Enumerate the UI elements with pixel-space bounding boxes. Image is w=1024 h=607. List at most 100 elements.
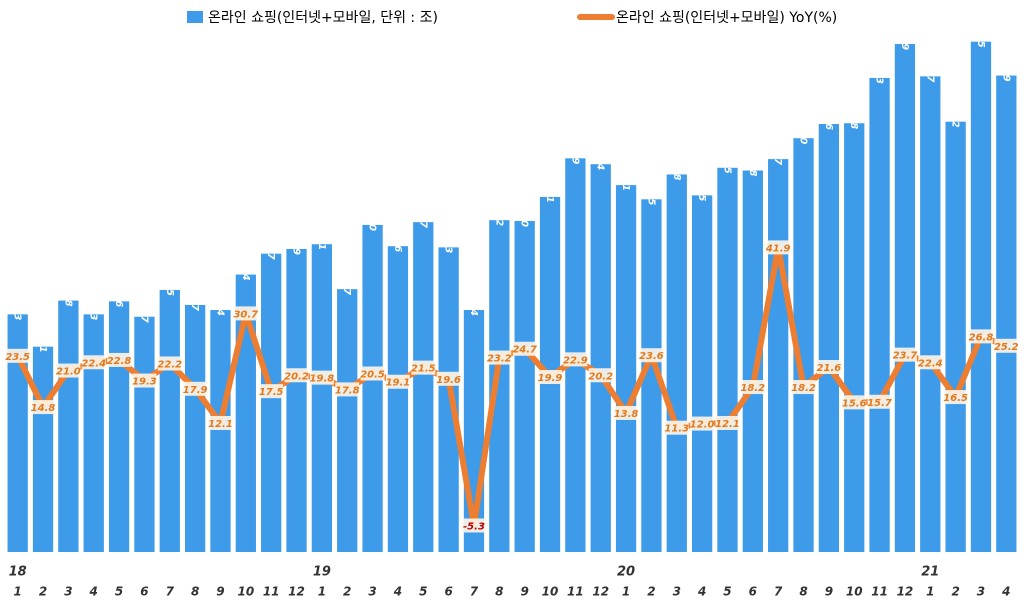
bar [945, 121, 966, 552]
x-tick-label: 4 [697, 585, 706, 599]
x-tick-label: 1 [318, 585, 326, 599]
value-label-bg [918, 355, 943, 370]
bar-value-label: 11.37 [417, 197, 428, 229]
value-label-bg [487, 350, 512, 365]
x-tick-label: 10 [542, 585, 559, 599]
bar [387, 246, 409, 552]
value-label-bg [208, 415, 233, 430]
bar [818, 124, 840, 552]
x-tick-label: 9 [825, 585, 833, 599]
bar [869, 77, 890, 552]
value-label-bg [766, 240, 791, 255]
bar-value-label: 9.14 [214, 291, 225, 316]
bar-value-label: 12.84 [595, 139, 606, 171]
line-value-label: 19.1 [386, 378, 411, 389]
value-label-bg [284, 368, 309, 383]
line-value-label: 23.7 [893, 351, 918, 362]
year-label: 20 [617, 565, 635, 580]
bar [311, 244, 333, 552]
bar [742, 170, 763, 552]
bar-value-label: 10.76 [392, 221, 403, 253]
value-label-bg [81, 355, 106, 370]
line-value-label: 12.1 [208, 419, 233, 430]
line-value-label: 12.1 [715, 419, 740, 430]
line-value-label: 17.5 [259, 387, 284, 398]
x-tick-label: 8 [495, 585, 503, 599]
bar [83, 314, 104, 552]
x-tick-label: 9 [216, 585, 224, 599]
bar [717, 167, 738, 552]
value-label-bg [791, 380, 816, 395]
bar-value-label: 9.38 [62, 282, 73, 307]
bar [108, 301, 130, 552]
x-tick-label: 6 [444, 585, 452, 599]
x-tick-label: 2 [951, 585, 959, 599]
bar [362, 224, 383, 552]
value-label-bg [360, 366, 385, 381]
x-tick-label: 3 [368, 585, 376, 599]
bar-value-label: 12.31 [620, 159, 631, 191]
bar [438, 247, 459, 552]
x-tick-label: 12 [288, 585, 305, 599]
bar-value-label: 9.36 [113, 283, 124, 308]
value-label-bg [538, 370, 563, 385]
line-value-label: 17.9 [183, 385, 208, 396]
line-value-label: 22.4 [918, 358, 943, 369]
bar [32, 346, 54, 552]
bar-value-label: 15.89 [899, 18, 910, 50]
bar-value-label: 12.97 [772, 133, 783, 165]
value-label-bg [842, 395, 867, 410]
line-value-label: 23.5 [5, 352, 30, 363]
x-tick-label: 4 [393, 585, 402, 599]
value-label-bg [31, 400, 56, 415]
year-label: 19 [313, 565, 331, 580]
line-value-label: 20.2 [588, 371, 613, 382]
bar [894, 44, 916, 553]
legend-label: 온라인 쇼핑(인터넷+모바일) YoY(%) [616, 10, 837, 26]
bar-value-label: 10.04 [240, 249, 251, 281]
value-label-bg [512, 341, 537, 356]
value-label-bg [892, 347, 917, 362]
line-value-label: 11.3 [664, 424, 689, 435]
bar [7, 314, 28, 552]
x-tick-label: 8 [799, 585, 807, 599]
line-value-label: 12.0 [690, 420, 715, 431]
value-label-bg [132, 373, 157, 388]
bar [768, 159, 789, 552]
line-value-label: 17.8 [335, 385, 360, 396]
x-tick-label: 5 [115, 585, 123, 599]
value-label-bg [664, 420, 689, 435]
line-value-label: 21.0 [56, 367, 81, 378]
line [14, 244, 1008, 529]
x-tick-label: 1 [622, 585, 630, 599]
bar-value-label: 15.03 [874, 52, 885, 84]
bar-value-label: 10.81 [316, 219, 327, 251]
line-value-label: 30.7 [233, 309, 258, 320]
bar [413, 222, 434, 552]
bar-value-label: 9.27 [189, 286, 200, 311]
bar-value-label: 12.99 [569, 133, 580, 165]
line-value-label: 20.5 [360, 369, 385, 380]
bar-value-label: 9.14 [468, 291, 479, 316]
bar-value-label: 9.03 [12, 296, 23, 321]
x-tick-label: 11 [567, 585, 584, 599]
x-tick-label: 4 [1001, 585, 1010, 599]
bar [691, 195, 713, 552]
bar-value-label: 8.97 [138, 298, 149, 323]
bar [184, 304, 206, 552]
bar-value-label: 12.05 [696, 170, 707, 202]
x-tick-label: 3 [64, 585, 72, 599]
x-tick-label: 5 [723, 585, 731, 599]
x-tick-label: 4 [89, 585, 98, 599]
x-tick-label: 2 [647, 585, 655, 599]
line-value-label: 20.2 [284, 371, 309, 382]
bar-value-label: 11.30 [367, 199, 378, 231]
line-value-label: 22.4 [81, 358, 106, 369]
value-label-bg [943, 390, 968, 405]
bar-value-label: 10.69 [291, 223, 302, 255]
x-tick-label: 2 [343, 585, 351, 599]
x-tick-label: 6 [749, 585, 757, 599]
line-value-label: 24.7 [512, 345, 537, 356]
value-label-bg [968, 329, 993, 344]
